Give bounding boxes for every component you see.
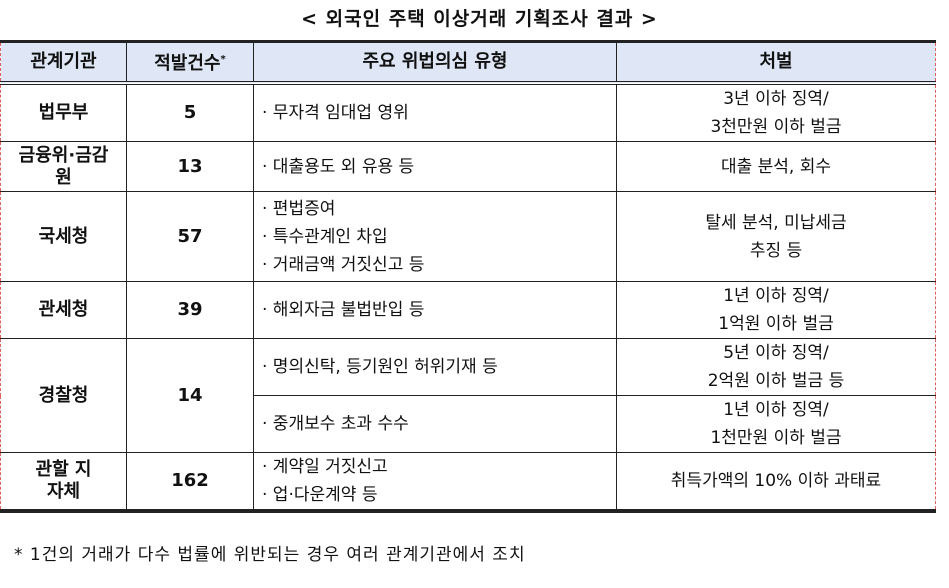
type-item: · 중개보수 초과 수수 xyxy=(262,414,409,434)
table-row: 관할 지자체 162 · 계약일 거짓신고 · 업·다운계약 등 취득가액의 10… xyxy=(0,452,936,512)
table-title: < 외국인 주택 이상거래 기획조사 결과 > xyxy=(301,8,658,30)
agency-label: 금융위·금감원 xyxy=(18,144,109,188)
penalty-line: 추징 등 xyxy=(749,240,803,261)
agency-cell: 국세청 xyxy=(0,191,127,282)
agency-cell: 금융위·금감원 xyxy=(0,141,127,192)
header-agency: 관계기관 xyxy=(0,41,127,85)
type-item: · 무자격 임대업 영위 xyxy=(262,103,409,123)
penalty-line: 1억원 이하 벌금 xyxy=(718,314,834,334)
type-item: · 대출용도 외 유용 등 xyxy=(262,156,415,177)
count-cell: 57 xyxy=(126,191,254,282)
header-penalty: 처벌 xyxy=(616,41,936,85)
type-cell: · 명의신탁, 등기원인 허위기재 등 xyxy=(253,338,617,396)
type-item: · 거래금액 거짓신고 등 xyxy=(262,254,425,275)
table-row: 법무부 5 · 무자격 임대업 영위 3년 이하 징역/3천만원 이하 벌금 xyxy=(0,82,936,142)
type-item: · 명의신탁, 등기원인 허위기재 등 xyxy=(262,357,498,377)
table-row: 금융위·금감원 13 · 대출용도 외 유용 등 대출 분석, 회수 xyxy=(0,141,936,192)
type-item: · 특수관계인 차입 xyxy=(262,226,388,247)
agency-cell: 법무부 xyxy=(0,82,127,142)
penalty-line: 3천만원 이하 벌금 xyxy=(710,117,842,137)
penalty-line: 1년 이하 징역/ xyxy=(723,400,829,420)
penalty-cell: 1년 이하 징역/1억원 이하 벌금 xyxy=(616,281,936,339)
type-cell: · 중개보수 초과 수수 xyxy=(253,395,617,453)
table-row: 국세청 57 · 편법증여 · 특수관계인 차입 · 거래금액 거짓신고 등 탈세 … xyxy=(0,191,936,282)
penalty-line: 2억원 이하 벌금 등 xyxy=(707,371,845,391)
penalty-cell: 3년 이하 징역/3천만원 이하 벌금 xyxy=(616,82,936,142)
header-count: 적발건수* xyxy=(126,41,254,85)
results-table: 관계기관 적발건수* 주요 위법의심 유형 처벌 법무부 5 · 무자격 임대업… xyxy=(0,40,936,513)
type-item: · 계약일 거짓신고 xyxy=(262,457,388,477)
type-cell: · 편법증여 · 특수관계인 차입 · 거래금액 거짓신고 등 xyxy=(253,191,617,282)
header-type: 주요 위법의심 유형 xyxy=(253,41,617,85)
type-cell: · 무자격 임대업 영위 xyxy=(253,82,617,142)
penalty-cell: 5년 이하 징역/2억원 이하 벌금 등 xyxy=(616,338,936,396)
penalty-line: 취득가액의 10% 이하 과태료 xyxy=(670,471,882,491)
penalty-line: 1천만원 이하 벌금 xyxy=(710,428,842,448)
agency-cell: 관세청 xyxy=(0,281,127,339)
count-cell: 162 xyxy=(126,452,254,512)
penalty-cell: 1년 이하 징역/1천만원 이하 벌금 xyxy=(616,395,936,453)
count-cell: 5 xyxy=(126,82,254,142)
penalty-cell: 대출 분석, 회수 xyxy=(616,141,936,192)
penalty-line: 1년 이하 징역/ xyxy=(723,286,829,306)
count-cell: 39 xyxy=(126,281,254,339)
header-count-label: 적발건수 xyxy=(154,53,221,74)
agency-cell: 관할 지자체 xyxy=(0,452,127,512)
footnote-mark: * xyxy=(220,54,226,65)
table-row: 경찰청 14 · 명의신탁, 등기원인 허위기재 등 5년 이하 징역/2억원 … xyxy=(0,338,936,453)
table-row: 관세청 39 · 해외자금 불법반입 등 1년 이하 징역/1억원 이하 벌금 xyxy=(0,281,936,339)
table-row: · 중개보수 초과 수수 1년 이하 징역/1천만원 이하 벌금 xyxy=(1,395,936,453)
penalty-line: 3년 이하 징역/ xyxy=(723,89,829,109)
penalty-cell: 취득가액의 10% 이하 과태료 xyxy=(616,452,936,512)
penalty-line: 탈세 분석, 미납세금 xyxy=(705,212,847,233)
type-item: · 해외자금 불법반입 등 xyxy=(262,300,425,320)
penalty-line: 5년 이하 징역/ xyxy=(723,343,829,363)
footnote: * 1건의 거래가 다수 법률에 위반되는 경우 여러 관계기관에서 조치 xyxy=(14,545,526,565)
penalty-line: 대출 분석, 회수 xyxy=(720,156,832,177)
type-cell: · 해외자금 불법반입 등 xyxy=(253,281,617,339)
count-cell: 13 xyxy=(126,141,254,192)
type-cell: · 대출용도 외 유용 등 xyxy=(253,141,617,192)
count-cell: 14 xyxy=(126,338,254,453)
type-item: · 편법증여 xyxy=(262,198,336,219)
type-item: · 업·다운계약 등 xyxy=(262,485,378,505)
agency-label: 관할 지자체 xyxy=(35,459,92,502)
agency-cell: 경찰청 xyxy=(0,338,127,453)
type-cell: · 계약일 거짓신고 · 업·다운계약 등 xyxy=(253,452,617,512)
header-row: 관계기관 적발건수* 주요 위법의심 유형 처벌 xyxy=(0,41,936,85)
